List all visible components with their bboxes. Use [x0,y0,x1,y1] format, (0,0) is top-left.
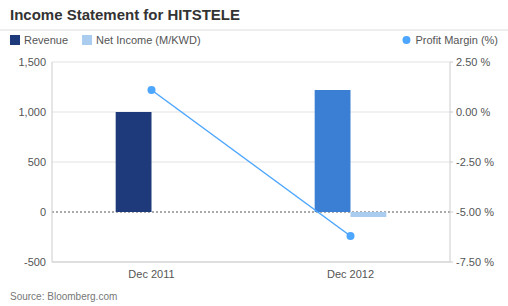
legend-swatch [10,35,20,45]
y2-tick-label: -7.50 % [456,256,494,268]
legend-label: Revenue [24,34,68,46]
zero-line [52,212,450,213]
bar [152,212,188,213]
point [347,232,355,240]
y2-tick-label: 2.50 % [456,56,490,68]
grid [52,62,450,262]
x-tick-label: Dec 2012 [327,268,374,280]
y2-tick-label: -5.00 % [456,206,494,218]
y-tick-label: 1,500 [18,56,46,68]
y-tick-label: 500 [28,156,46,168]
y2-tick-label: -2.50 % [456,156,494,168]
bar [116,112,152,212]
bar [351,212,387,217]
legend-label: Net Income (M/KWD) [96,34,201,46]
legend-swatch [82,35,92,45]
legend: Revenue Net Income (M/KWD) Profit Margin (… [10,34,498,46]
title: Income Statement for HITSTELE [10,6,240,23]
legend-label: Profit Margin (%) [415,34,498,46]
grid-line [52,112,450,113]
y2-axis [450,62,451,262]
marks [116,86,387,240]
y-tick-label: -500 [24,256,46,268]
y-tick-label: 1,000 [18,106,46,118]
annotation: Source: Bloomberg.com [10,291,117,302]
bar [315,90,351,212]
point [148,86,156,94]
grid-line [52,262,450,263]
x-tick-label: Dec 2011 [128,268,174,280]
line [152,90,351,236]
y-tick-label: 0 [40,206,46,218]
legend-swatch [402,36,410,44]
x-axis [52,262,450,263]
separator [0,30,508,31]
grid-line [52,62,450,63]
chart: Income Statement for HITSTELE -500 0 500 1,0… [0,0,508,306]
y2-tick-label: 0.00 % [456,106,490,118]
y-axis [52,62,53,262]
